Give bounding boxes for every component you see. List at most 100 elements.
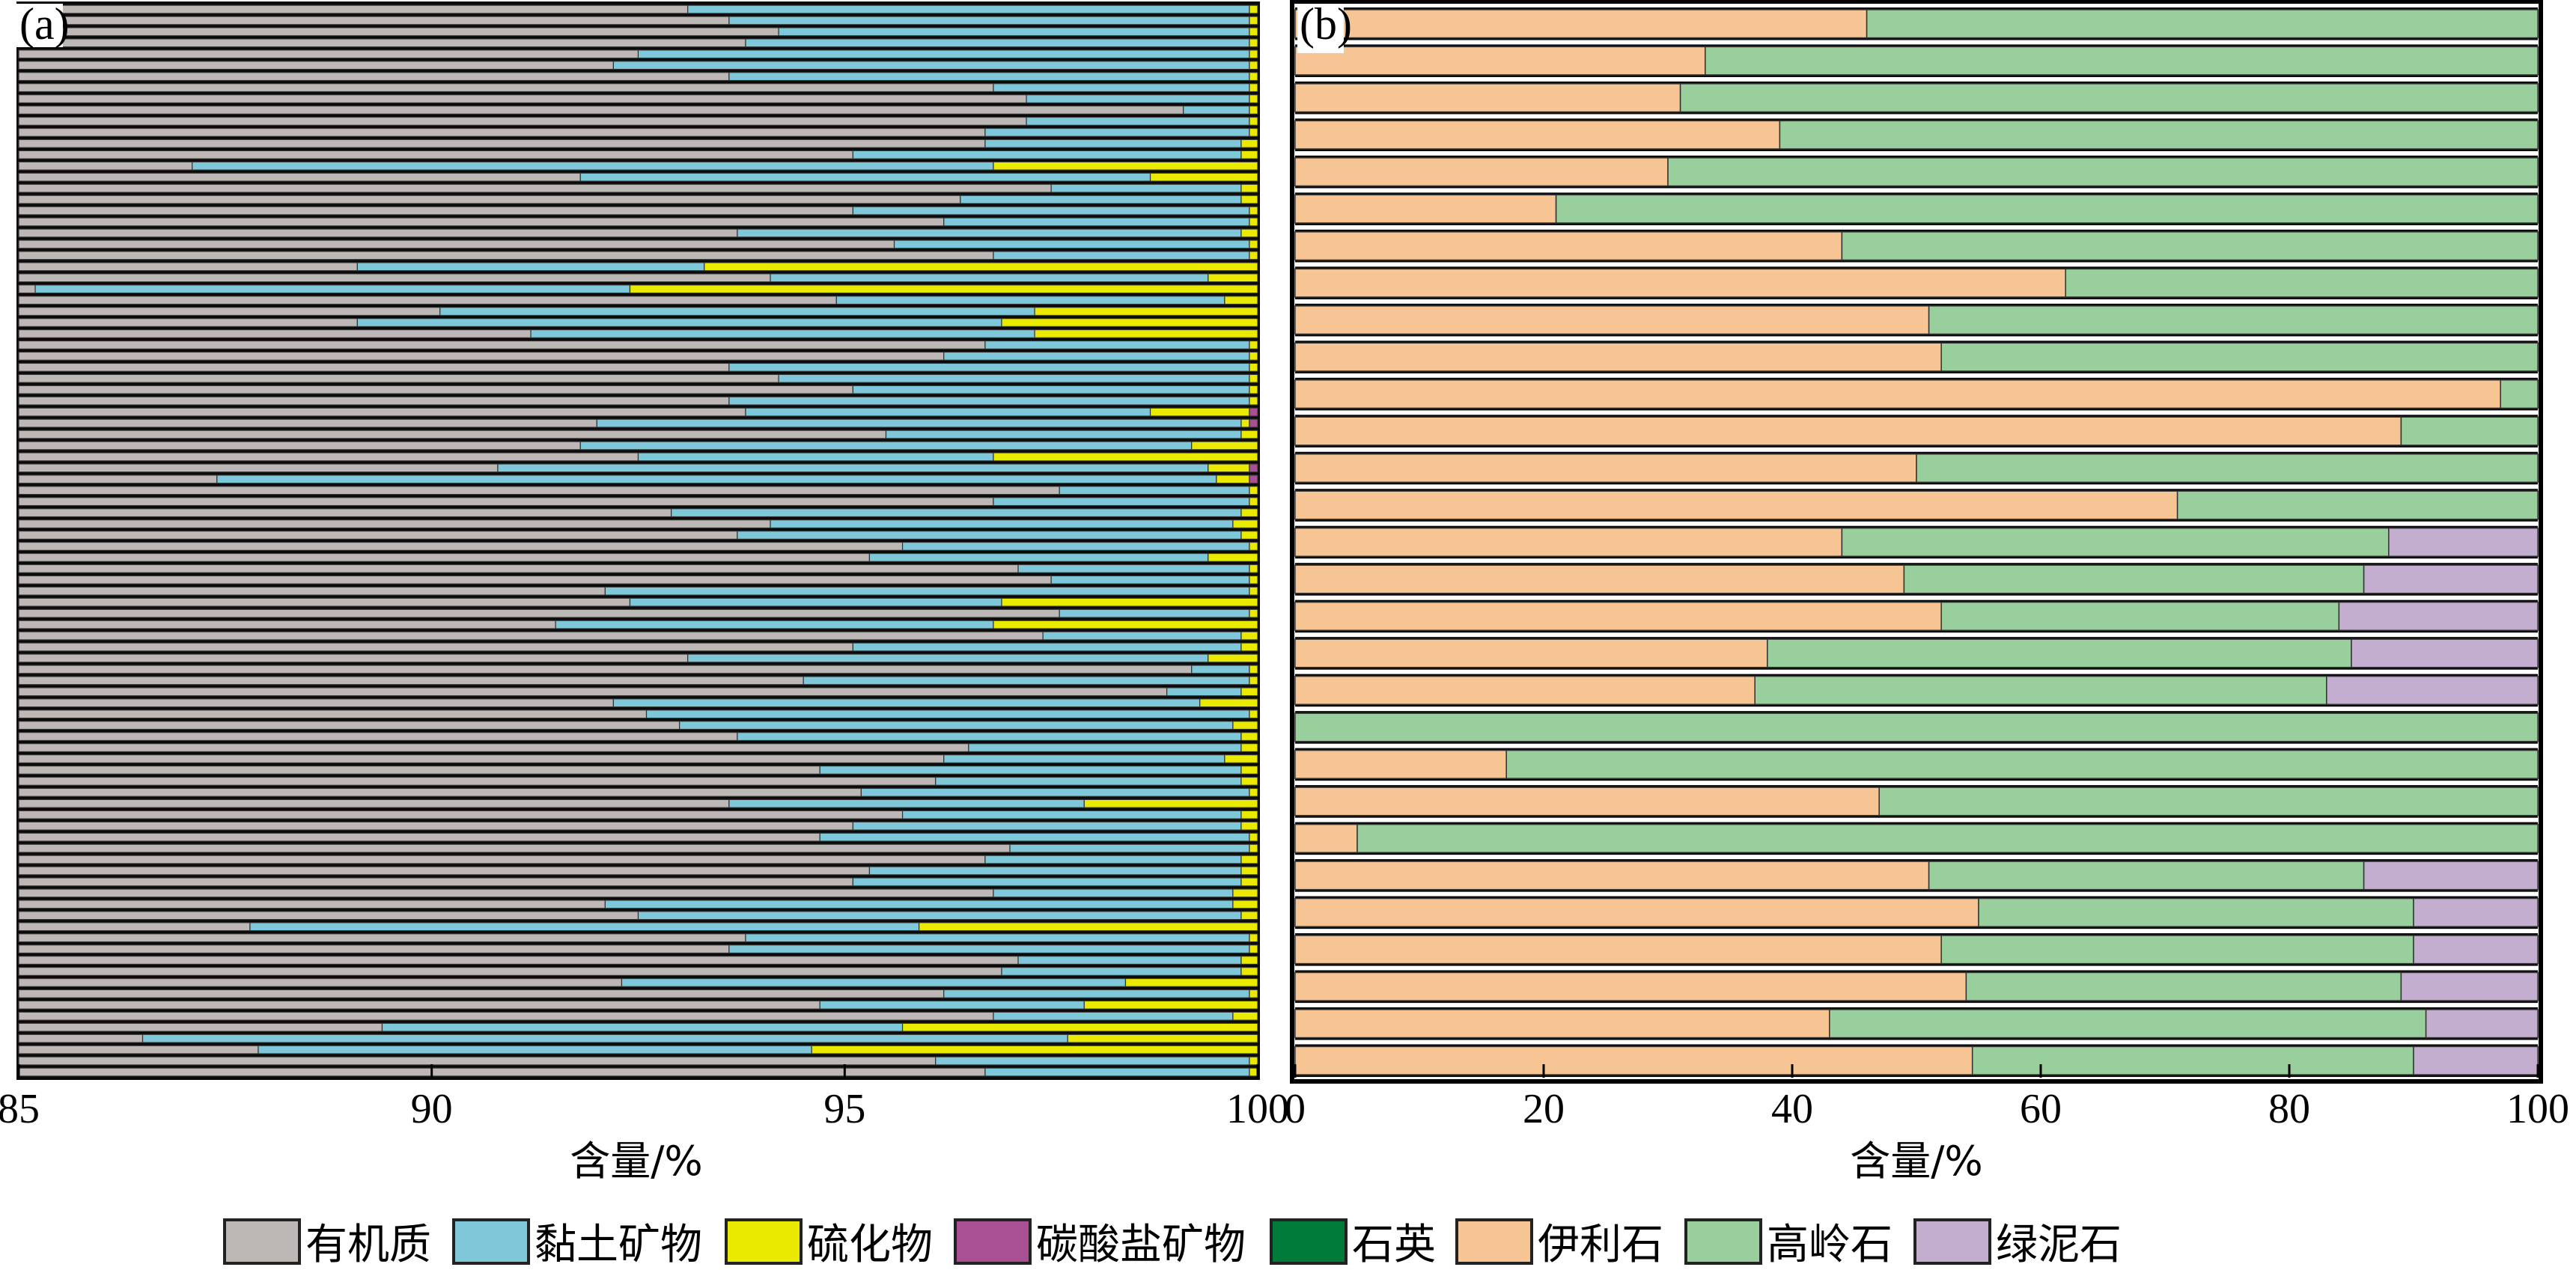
bar-segment-黏土矿物 [612,698,1201,708]
panel-a-label: (a) [19,0,70,49]
bar-segment-绿泥石 [2363,564,2539,594]
bar-segment-伊利石 [1294,601,1942,632]
bar-segment-高岭石 [1679,83,2539,113]
bar-segment-有机质 [18,106,1184,115]
bar-segment-有机质 [18,911,639,921]
bar-segment-黏土矿物 [604,900,1234,909]
bar-segment-有机质 [18,653,689,663]
bar-segment-黏土矿物 [1183,106,1250,115]
bar-segment-硫化物 [1249,16,1258,25]
bar-segment-黏土矿物 [141,1034,1068,1043]
legend-swatch [954,1218,1032,1265]
bar-segment-有机质 [18,888,994,898]
legend-swatch [1455,1218,1533,1265]
bar-segment-硫化物 [1208,273,1258,283]
bar-segment-硫化物 [1191,441,1258,451]
bar-segment-绿泥石 [2400,971,2539,1001]
bar-segment-有机质 [18,508,672,518]
bar-segment-硫化物 [1240,765,1258,775]
bar-segment-有机质 [18,161,193,171]
bar-segment-高岭石 [1928,305,2539,335]
bar-segment-硫化物 [1249,989,1258,998]
bar-segment-黏土矿物 [1042,631,1242,641]
bar-segment-高岭石 [1294,712,2539,742]
bar-segment-有机质 [18,329,532,338]
panel-b-x-ticks: 0 20 40 60 80 100 [1285,1064,2569,1132]
bar-segment-硫化物 [1240,866,1258,876]
bar-segment-高岭石 [1878,787,2539,816]
bar-segment-高岭石 [1940,935,2414,965]
bar-segment-黏土矿物 [596,418,1242,428]
bar-segment-黏土矿物 [728,799,1085,808]
bar-segment-有机质 [18,172,581,182]
bar-segment-绿泥石 [2413,897,2539,927]
bar-segment-黏土矿物 [984,127,1250,137]
x-tick-label: 0 [1285,1086,1306,1132]
bar-segment-硫化物 [1249,251,1258,260]
bar-segment-有机质 [18,183,1052,193]
bar-segment-硫化物 [1249,206,1258,216]
bar-segment-高岭石 [1779,120,2539,150]
bar-segment-硫化物 [1232,900,1258,909]
bar-segment-有机质 [18,989,945,998]
legend-label: 有机质 [305,1221,431,1269]
bar-segment-黏土矿物 [868,866,1242,876]
bar-segment-黏土矿物 [984,340,1250,349]
x-tick-label: 95 [823,1086,865,1132]
bar-segment-黏土矿物 [901,810,1242,819]
bar-segment-有机质 [18,810,904,819]
bar-segment-硫化物 [1224,296,1258,305]
bar-segment-硫化物 [1249,83,1258,93]
bar-segment-伊利石 [1294,823,1358,853]
bar-segment-黏土矿物 [778,373,1250,383]
bar-segment-有机质 [18,38,746,48]
bar-segment-硫化物 [1249,351,1258,361]
bar-segment-有机质 [18,195,961,204]
bar-segment-有机质 [18,61,615,70]
bar-segment-伊利石 [1294,268,2066,298]
panel-a [16,1,1260,1080]
bar-segment-黏土矿物 [745,933,1250,943]
bar-segment-有机质 [18,284,36,294]
legend-label: 伊利石 [1538,1221,1663,1269]
bar-segment-硫化物 [919,922,1258,932]
bar-segment-有机质 [18,765,820,775]
bar-segment-有机质 [18,441,581,451]
bar-segment-伊利石 [1294,1009,1830,1039]
legend-label: 碳酸盐矿物 [1036,1221,1246,1269]
bar-segment-有机质 [18,519,771,529]
bar-segment-黏土矿物 [993,888,1234,898]
bar-segment-伊利石 [1294,9,1868,39]
bar-segment-高岭石 [1505,749,2539,779]
bar-segment-黏土矿物 [34,284,631,294]
panel-b-label: (b) [1300,0,1352,49]
bar-segment-黏土矿物 [637,49,1250,59]
bar-segment-硫化物 [1249,486,1258,495]
bar-segment-绿泥石 [2388,527,2539,558]
bar-segment-伊利石 [1294,416,2402,446]
bar-segment-黏土矿物 [579,172,1151,182]
bar-segment-黏土矿物 [984,1067,1250,1077]
bar-segment-硫化物 [1240,956,1258,965]
bar-segment-黏土矿物 [1050,575,1250,584]
bar-segment-硫化物 [901,1022,1258,1032]
bar-segment-有机质 [18,922,251,932]
bar-segment-有机质 [18,116,1027,126]
bar-segment-有机质 [18,474,218,484]
bar-segment-硫化物 [704,262,1258,272]
bar-segment-有机质 [18,843,1011,853]
bar-segment-硫化物 [1249,116,1258,126]
panel-b-label-bg [1297,4,1344,53]
bar-segment-黏土矿物 [745,38,1250,48]
bar-segment-硫化物 [1208,653,1258,663]
bar-segment-有机质 [18,1022,383,1032]
bar-segment-有机质 [18,698,615,708]
x-tick-label: 60 [2020,1086,2062,1132]
bar-segment-硫化物 [1249,676,1258,686]
bar-segment-有机质 [18,49,639,59]
bar-segment-有机质 [18,608,1060,618]
x-tick-label: 85 [0,1086,40,1132]
bar-segment-伊利石 [1294,935,1942,965]
legend-label: 硫化物 [807,1221,933,1269]
bar-segment-黏土矿物 [1050,183,1242,193]
